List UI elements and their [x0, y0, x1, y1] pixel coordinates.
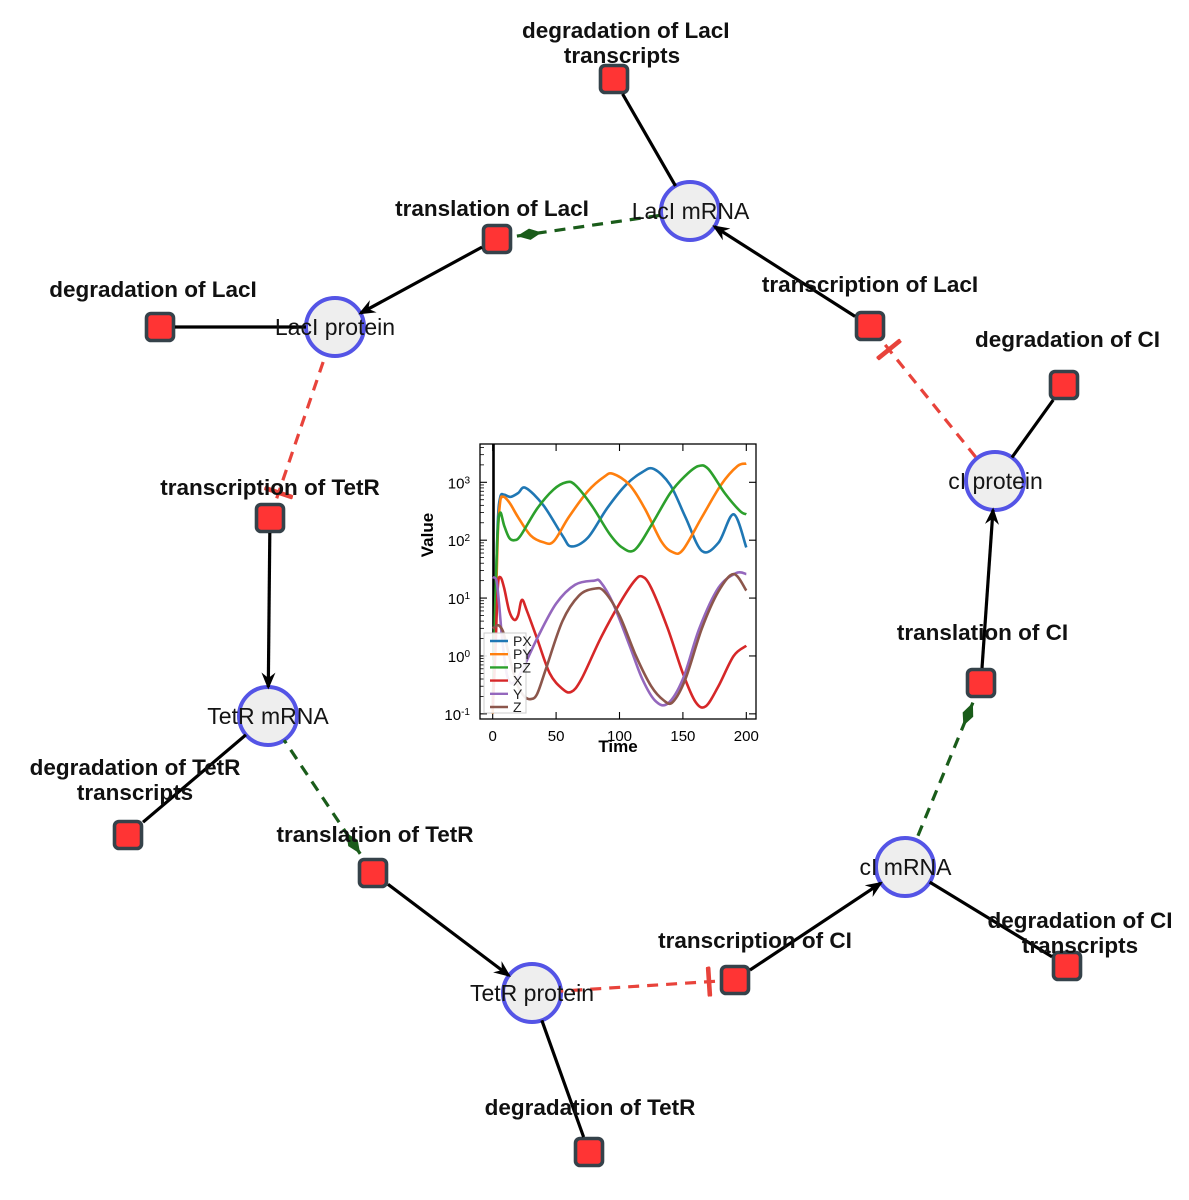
svg-text:100: 100: [448, 648, 471, 666]
svg-text:101: 101: [448, 591, 471, 609]
svg-text:102: 102: [448, 533, 471, 551]
svg-text:103: 103: [448, 475, 471, 493]
svg-text:10-1: 10-1: [444, 706, 470, 724]
svg-text:200: 200: [734, 728, 759, 745]
svg-text:Z: Z: [513, 699, 522, 715]
svg-text:0: 0: [489, 728, 497, 745]
